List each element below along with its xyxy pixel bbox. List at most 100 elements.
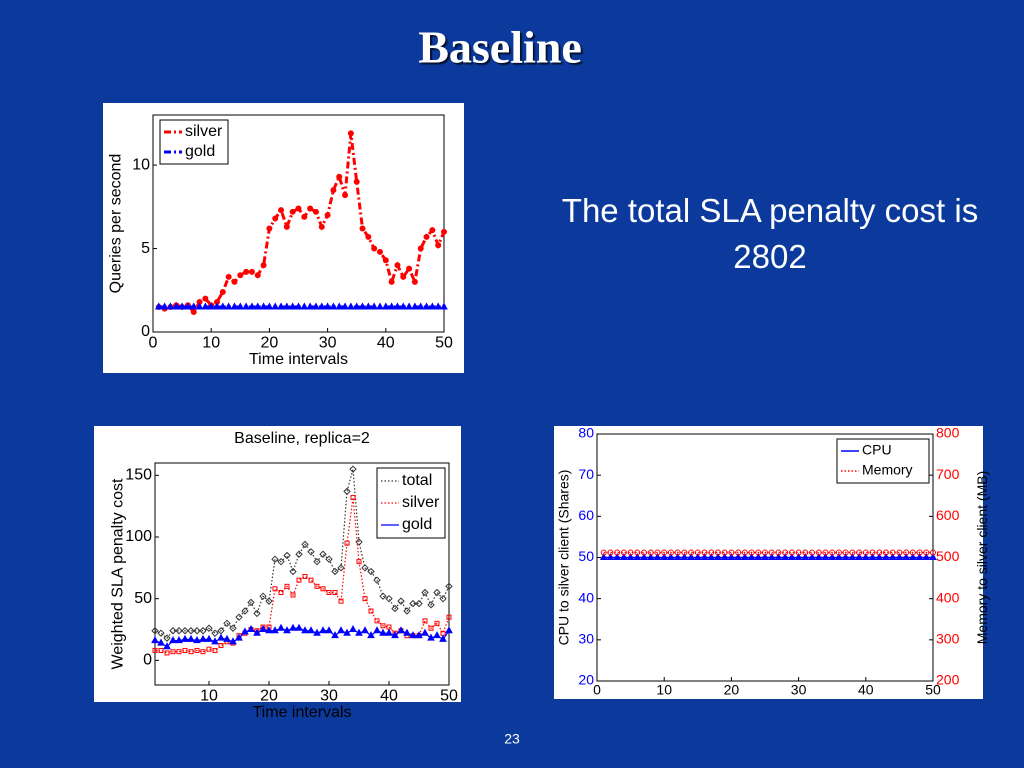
x-tick-label: 0 (149, 334, 158, 351)
marker (277, 623, 285, 631)
plot-frame (152, 114, 445, 333)
marker (767, 552, 776, 560)
marker (296, 577, 302, 583)
marker (762, 549, 768, 556)
x-tick-label: 40 (380, 687, 398, 704)
marker (301, 540, 309, 549)
marker (379, 628, 387, 636)
marker (278, 207, 285, 214)
x-tick-label: 40 (377, 334, 395, 351)
marker (294, 302, 303, 310)
marker (427, 633, 435, 641)
marker (253, 302, 262, 310)
marker (187, 627, 195, 635)
marker (151, 636, 159, 644)
marker (359, 225, 366, 232)
marker (158, 647, 164, 653)
marker (356, 559, 362, 565)
marker (427, 601, 435, 609)
marker (199, 627, 207, 635)
marker (338, 598, 344, 604)
marker (707, 552, 716, 560)
marker (641, 549, 648, 556)
marker (331, 567, 339, 576)
marker (828, 552, 837, 560)
marker (194, 647, 200, 653)
marker (347, 302, 355, 310)
marker (347, 130, 354, 137)
marker (371, 245, 378, 252)
marker (272, 586, 278, 592)
marker (341, 302, 349, 310)
marker (343, 487, 351, 496)
marker (319, 550, 327, 558)
marker (290, 592, 296, 598)
marker (795, 549, 802, 556)
marker (157, 638, 165, 646)
marker (380, 623, 386, 629)
marker (259, 624, 267, 632)
legend-label: gold (402, 516, 432, 533)
marker (308, 577, 314, 583)
marker (439, 594, 447, 603)
marker (202, 295, 209, 302)
marker (211, 637, 219, 645)
marker (373, 576, 381, 584)
marker (325, 555, 333, 563)
marker (219, 288, 226, 295)
marker (428, 625, 434, 631)
marker (434, 302, 443, 310)
marker (289, 208, 296, 215)
marker (397, 626, 405, 634)
marker (613, 552, 622, 560)
marker (720, 552, 729, 560)
marker (242, 302, 250, 310)
marker (223, 634, 231, 642)
marker (295, 550, 303, 558)
marker (193, 636, 201, 644)
y2-tick-label: 300 (936, 631, 960, 647)
x-axis-label: Time intervals (253, 704, 352, 721)
marker (236, 302, 245, 310)
marker (708, 549, 715, 556)
marker (902, 552, 910, 560)
marker (445, 626, 453, 634)
marker (734, 552, 742, 560)
marker (411, 278, 418, 285)
marker (822, 549, 829, 556)
marker (700, 552, 709, 560)
marker (331, 631, 339, 639)
marker (868, 552, 877, 560)
marker (403, 628, 411, 636)
marker (320, 586, 326, 592)
marker (181, 627, 189, 635)
marker (241, 627, 249, 635)
marker (614, 549, 621, 556)
marker (361, 564, 369, 572)
marker (768, 549, 775, 556)
marker (374, 618, 380, 624)
x-tick-label: 30 (320, 687, 338, 704)
marker (882, 549, 889, 556)
marker (440, 302, 448, 310)
marker (382, 257, 389, 264)
marker (727, 552, 736, 560)
marker (343, 628, 351, 636)
marker (307, 548, 315, 556)
y-tick-label: 30 (578, 631, 594, 647)
marker (400, 273, 407, 280)
marker (849, 549, 856, 556)
x-tick-label: 20 (724, 682, 740, 698)
marker (620, 552, 628, 560)
x-axis-label: Time intervals (249, 351, 348, 368)
marker (272, 215, 279, 222)
marker (312, 208, 319, 215)
marker (271, 302, 280, 310)
marker (199, 634, 207, 642)
y-tick-label: 80 (578, 425, 594, 441)
marker (674, 549, 681, 556)
y-tick-label: 70 (578, 466, 594, 482)
marker (599, 552, 608, 560)
marker (882, 552, 890, 560)
marker (755, 549, 762, 556)
